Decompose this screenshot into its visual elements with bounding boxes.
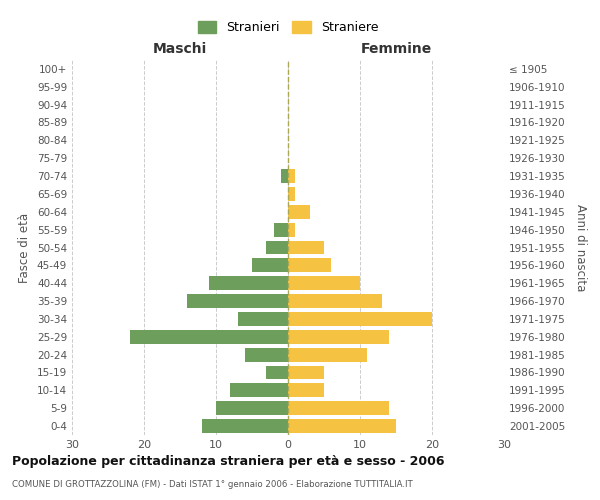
Bar [288,187,295,201]
Bar [238,312,288,326]
Legend: Stranieri, Straniere: Stranieri, Straniere [194,18,382,38]
Bar [230,384,288,398]
Bar [130,330,288,344]
Bar [288,419,396,433]
Bar [245,348,288,362]
Bar [281,169,288,183]
Bar [202,419,288,433]
Bar [288,169,295,183]
Bar [216,401,288,415]
Text: Maschi: Maschi [153,42,207,56]
Bar [288,294,382,308]
Bar [266,366,288,380]
Y-axis label: Fasce di età: Fasce di età [19,212,31,282]
Y-axis label: Anni di nascita: Anni di nascita [574,204,587,291]
Bar [288,258,331,272]
Bar [288,401,389,415]
Bar [288,312,432,326]
Text: Popolazione per cittadinanza straniera per età e sesso - 2006: Popolazione per cittadinanza straniera p… [12,455,445,468]
Bar [252,258,288,272]
Bar [288,330,389,344]
Text: COMUNE DI GROTTAZZOLINA (FM) - Dati ISTAT 1° gennaio 2006 - Elaborazione TUTTITA: COMUNE DI GROTTAZZOLINA (FM) - Dati ISTA… [12,480,413,489]
Text: Femmine: Femmine [361,42,431,56]
Bar [187,294,288,308]
Bar [274,222,288,236]
Bar [288,276,360,290]
Bar [266,240,288,254]
Bar [209,276,288,290]
Bar [288,366,324,380]
Bar [288,205,310,219]
Bar [288,222,295,236]
Bar [288,348,367,362]
Bar [288,384,324,398]
Bar [288,240,324,254]
